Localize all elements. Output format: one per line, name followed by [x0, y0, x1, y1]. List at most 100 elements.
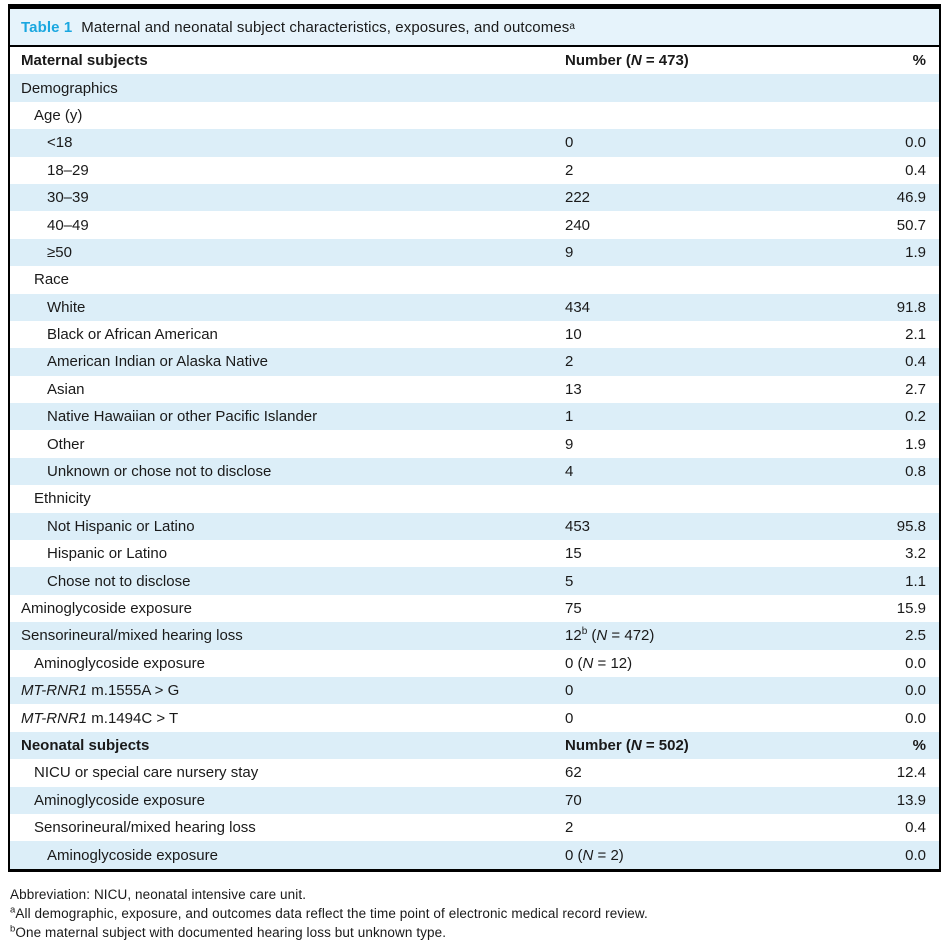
row-percent-cell: 91.8 [890, 294, 939, 321]
row-percent: 12.4 [896, 764, 926, 782]
row-percent-cell: 2.7 [890, 376, 939, 403]
row-number-n: N [582, 846, 594, 864]
row-percent-cell: 15.9 [890, 595, 939, 622]
row-percent: 91.8 [896, 298, 926, 316]
row-number-cell: 0 (N = 2) [555, 841, 890, 868]
row-label-cell: Hispanic or Latino [10, 540, 555, 567]
row-label: Sensorineural/mixed hearing loss [21, 627, 243, 645]
row-number-end: = 12) [593, 654, 633, 672]
row-number: 2 [565, 353, 574, 371]
row-percent: 0.4 [905, 819, 926, 837]
row-percent-cell: 0.0 [890, 704, 939, 731]
row-percent-cell: % [890, 47, 939, 74]
table-row: American Indian or Alaska Native 2 0.4 [10, 348, 939, 376]
row-label: Demographics [21, 79, 118, 97]
table-caption: Table 1 Maternal and neonatal subject cha… [10, 9, 939, 47]
row-label: m.1494C > T [87, 709, 179, 727]
row-number: 0 ( [565, 846, 583, 864]
row-label: Aminoglycoside exposure [47, 846, 218, 864]
footnote-abbreviation-text: Abbreviation: NICU, neonatal intensive c… [10, 886, 307, 902]
table-row: Aminoglycoside exposure 75 15.9 [10, 595, 939, 622]
table-body: Maternal subjects Number (N = 473) % Dem… [10, 47, 939, 869]
row-label-cell: Sensorineural/mixed hearing loss [10, 622, 555, 649]
row-percent: 1.1 [905, 572, 926, 590]
row-number-cell: 0 [555, 704, 890, 731]
row-number-cell [555, 485, 890, 512]
row-label-cell: Age (y) [10, 102, 555, 129]
row-label: Sensorineural/mixed hearing loss [34, 819, 256, 837]
table-row: Ethnicity [10, 485, 939, 512]
row-number-cell [555, 74, 890, 101]
footnote-abbreviation: Abbreviation: NICU, neonatal intensive c… [10, 885, 941, 904]
row-label-cell: Neonatal subjects [10, 732, 555, 759]
row-number: 62 [565, 764, 582, 782]
table-row: Aminoglycoside exposure 70 13.9 [10, 786, 939, 814]
row-label-cell: Black or African American [10, 321, 555, 348]
table-row: 30–39 222 46.9 [10, 183, 939, 212]
row-number-cell: 1 [555, 403, 890, 430]
row-label-cell: NICU or special care nursery stay [10, 759, 555, 786]
row-number-n: N [630, 736, 642, 754]
row-number-cell: 13 [555, 376, 890, 403]
footnote-a: aAll demographic, exposure, and outcomes… [10, 904, 941, 923]
row-number-cell: 2 [555, 814, 890, 841]
row-percent: 2.7 [905, 380, 926, 398]
table-row: Sensorineural/mixed hearing loss 2 0.4 [10, 814, 939, 841]
row-number-end: = 472) [607, 627, 655, 645]
row-label-cell: ≥50 [10, 239, 555, 266]
row-label: Aminoglycoside exposure [21, 600, 192, 617]
row-number-n: N [596, 627, 608, 645]
row-number-mid: ( [587, 627, 597, 645]
row-label: Other [47, 435, 85, 453]
row-label: Native Hawaiian or other Pacific Islande… [47, 408, 318, 426]
row-label: Black or African American [47, 326, 218, 344]
row-label: Maternal subjects [21, 52, 148, 70]
row-number-n: N [630, 52, 642, 70]
row-label: Neonatal subjects [21, 736, 150, 754]
row-label-cell: MT-RNR1 m.1494C > T [10, 704, 555, 731]
row-label: ≥50 [47, 243, 72, 261]
row-percent: 0.0 [905, 654, 926, 672]
table-row: Asian 13 2.7 [10, 376, 939, 403]
row-number-cell: 15 [555, 540, 890, 567]
table-row: Chose not to disclose 5 1.1 [10, 567, 939, 595]
row-number: 13 [565, 380, 582, 398]
row-percent-cell: 0.0 [890, 129, 939, 156]
table-row: White 434 91.8 [10, 293, 939, 321]
row-number: Number ( [565, 736, 631, 754]
table-row: Aminoglycoside exposure 0 (N = 2) 0.0 [10, 841, 939, 869]
row-percent-cell: 2.1 [890, 321, 939, 348]
row-percent: 0.0 [905, 709, 926, 727]
row-label: Age (y) [34, 106, 83, 124]
row-label: NICU or special care nursery stay [34, 764, 259, 782]
footnote-b-marker: b [10, 923, 16, 935]
table-row: ≥50 9 1.9 [10, 238, 939, 267]
row-percent: 0.0 [905, 682, 926, 700]
row-percent-cell: 0.0 [890, 650, 939, 677]
row-number-cell: 453 [555, 513, 890, 540]
row-percent-cell: 1.1 [890, 567, 939, 594]
table-row: Maternal subjects Number (N = 473) % [10, 47, 939, 74]
row-number-cell: 12b (N = 472) [555, 622, 890, 649]
table-caption-text: Maternal and neonatal subject characteri… [81, 18, 570, 36]
row-percent: 2.1 [905, 326, 926, 344]
row-label-cell: White [10, 294, 555, 321]
row-number: 434 [565, 298, 591, 316]
row-label: Chose not to disclose [47, 572, 191, 590]
row-percent-cell: 50.7 [890, 211, 939, 238]
row-percent-cell [890, 102, 939, 129]
row-label-cell: Aminoglycoside exposure [10, 650, 555, 677]
table-row: Hispanic or Latino 15 3.2 [10, 540, 939, 567]
row-number-cell [555, 102, 890, 129]
row-percent-cell: 0.4 [890, 348, 939, 375]
table-row: Age (y) [10, 102, 939, 129]
row-percent: 0.0 [905, 134, 926, 152]
table-row: Aminoglycoside exposure 0 (N = 12) 0.0 [10, 650, 939, 677]
row-label: Hispanic or Latino [47, 545, 168, 563]
row-label-cell: Asian [10, 376, 555, 403]
row-label: Unknown or chose not to disclose [47, 463, 272, 481]
row-label-cell: Maternal subjects [10, 47, 555, 74]
table-row: MT-RNR1 m.1494C > T 0 0.0 [10, 704, 939, 731]
row-percent: 15.9 [896, 600, 926, 617]
row-label: Asian [47, 380, 85, 398]
